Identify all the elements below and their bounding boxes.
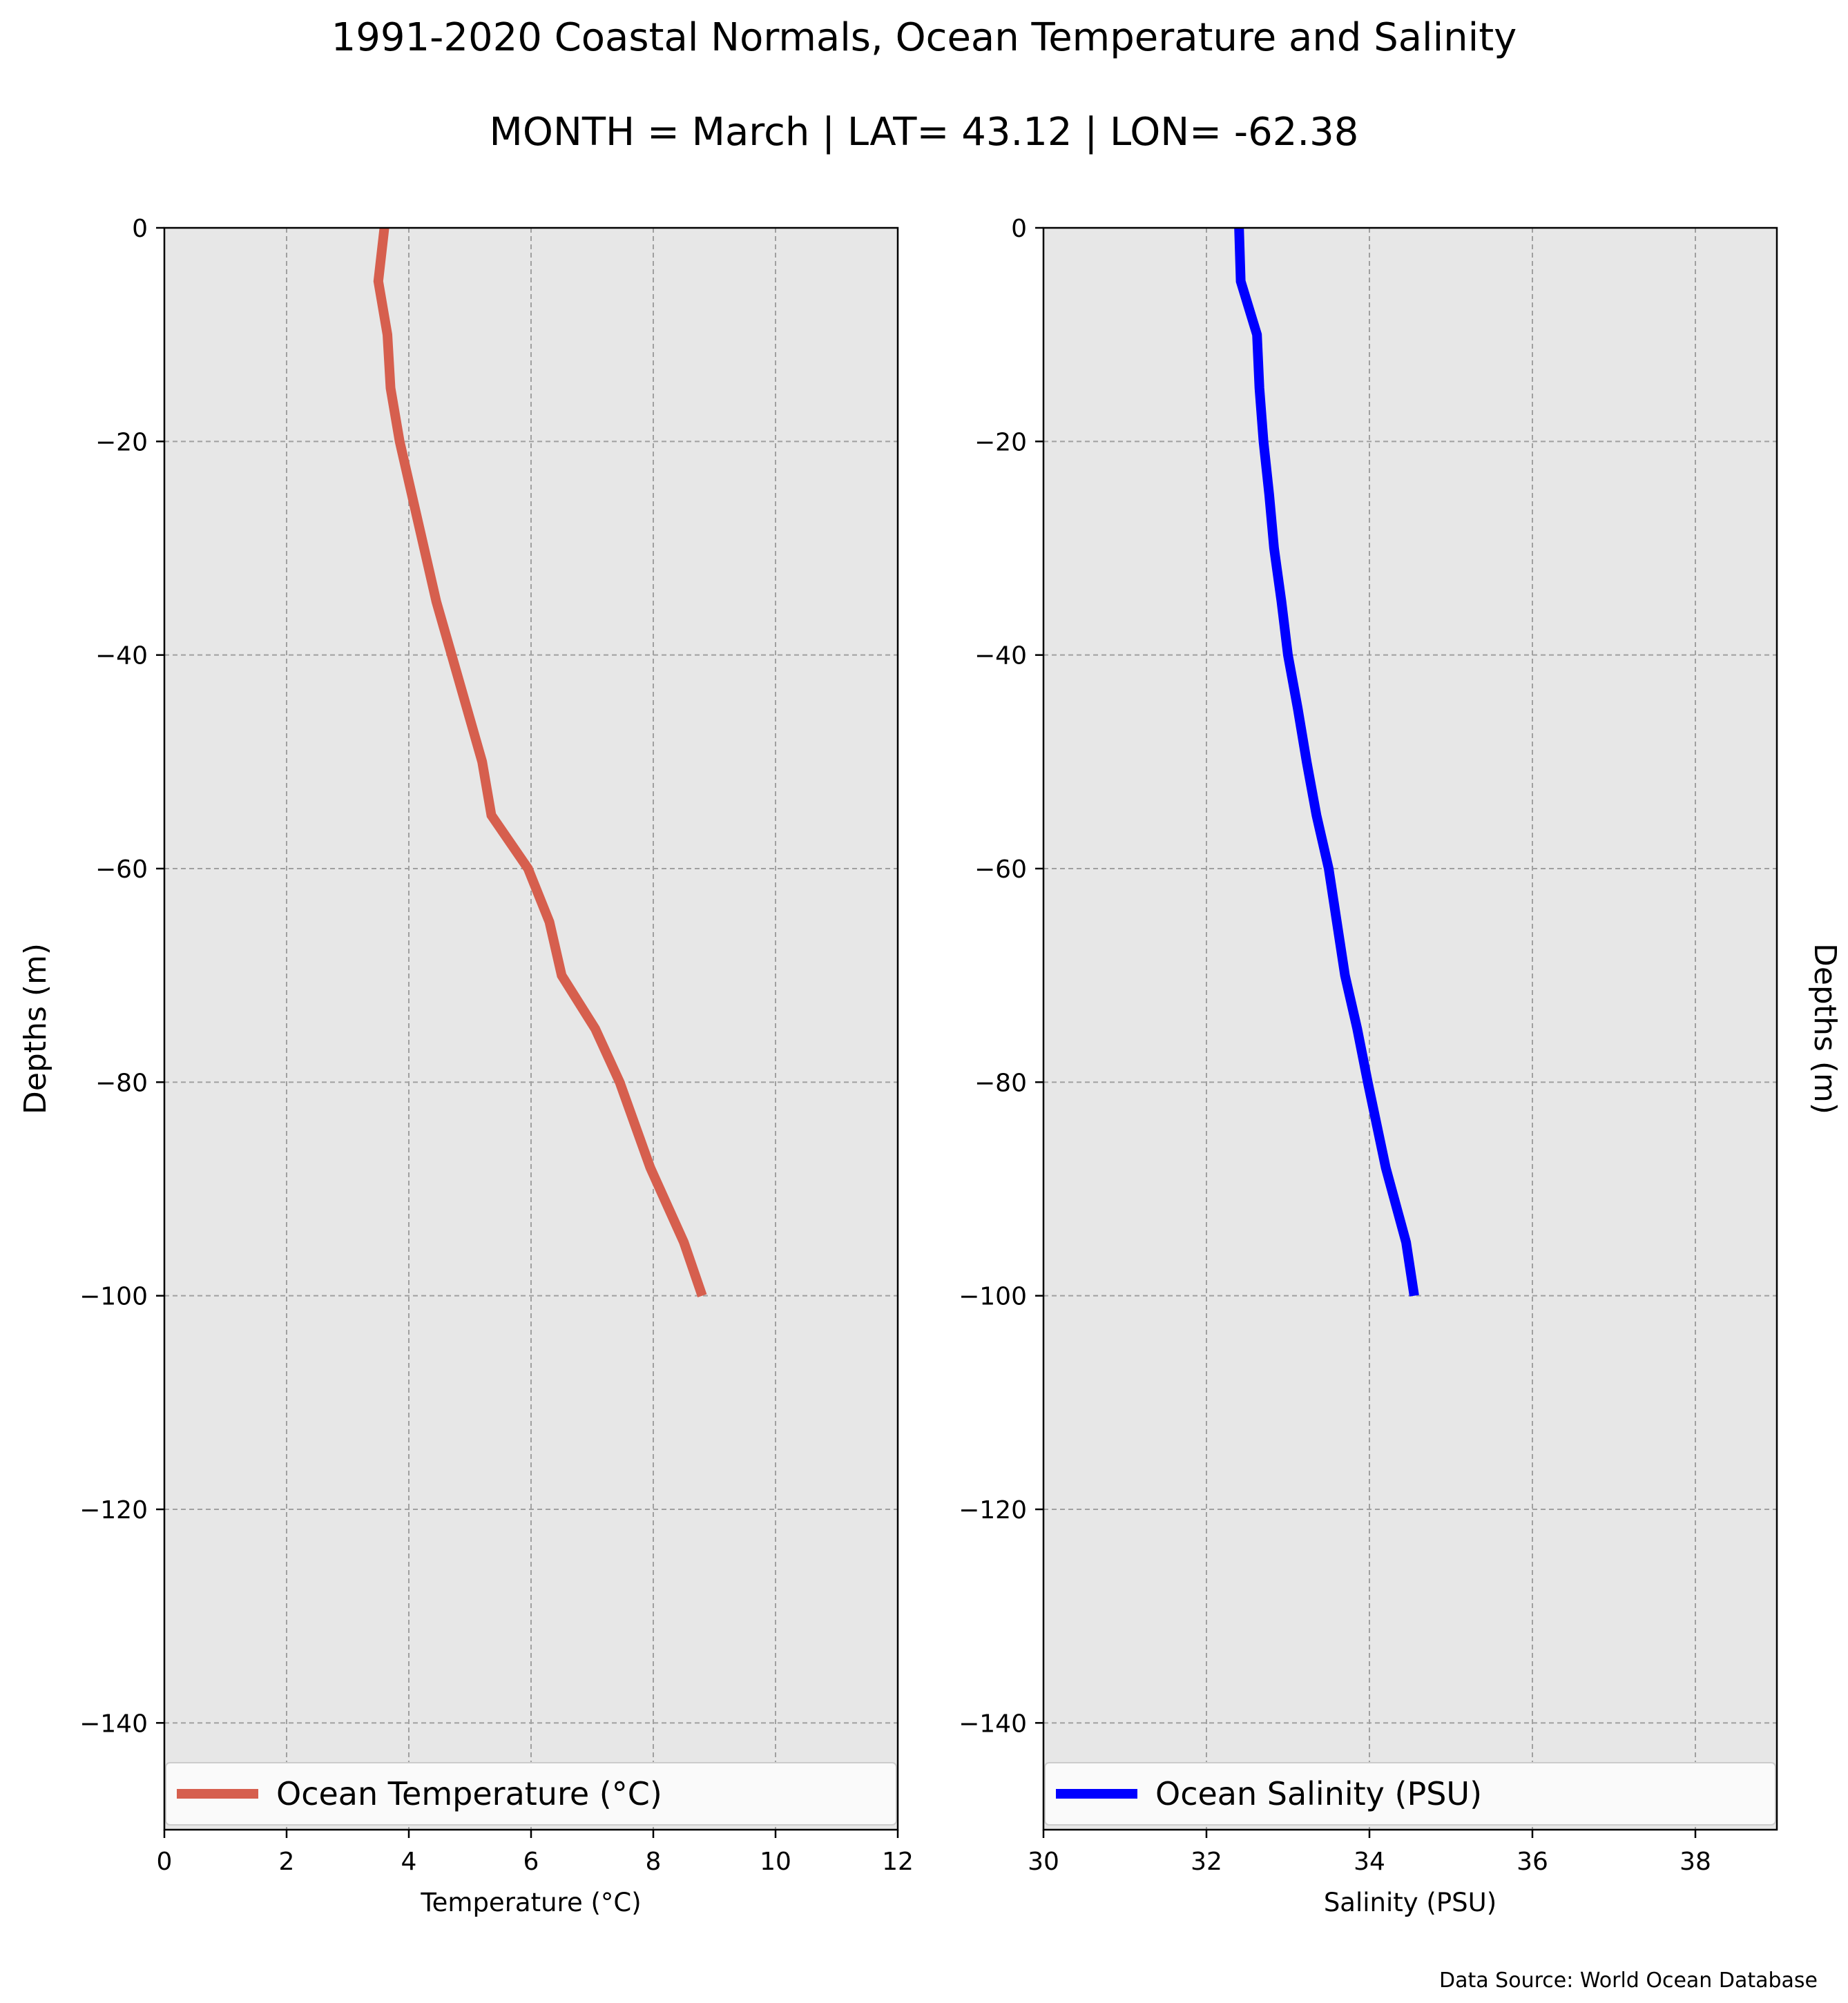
salinity-chart: Ocean Salinity (PSU) 30 32 34 36 38 0 −20 −40 −60…: [959, 215, 1842, 1917]
temperature-x-tick-label: 0: [157, 1848, 173, 1876]
temperature-y-tick-label: −40: [95, 642, 148, 670]
salinity-x-tick-label: 30: [1028, 1848, 1059, 1876]
temperature-x-tick-label: 2: [279, 1848, 295, 1876]
salinity-series-line: [1234, 227, 1419, 1297]
salinity-y-tick-label: 0: [1011, 215, 1027, 243]
salinity-y-tick-label: −140: [959, 1710, 1027, 1738]
salinity-plot-area: [1043, 228, 1777, 1830]
temperature-y-tick-label: −140: [79, 1710, 148, 1738]
data-source-note: Data Source: World Ocean Database: [1439, 1968, 1818, 1993]
temperature-legend-box: [165, 1762, 897, 1826]
temperature-x-tick-label: 6: [523, 1848, 539, 1876]
salinity-y-tick-label: −120: [959, 1496, 1027, 1525]
temperature-y-tick-label: −20: [95, 428, 148, 456]
salinity-x-tick-label: 38: [1679, 1848, 1711, 1876]
salinity-x-tick-label: 32: [1191, 1848, 1222, 1876]
temperature-x-tick-label: 4: [401, 1848, 417, 1876]
salinity-y-tick-label: −100: [959, 1283, 1027, 1311]
temperature-x-tick-label: 8: [646, 1848, 662, 1876]
temperature-x-axis-label: Temperature (°C): [420, 1888, 641, 1917]
salinity-y-tick-label: −60: [974, 855, 1027, 884]
temperature-y-tick-label: −120: [79, 1496, 148, 1525]
salinity-x-tick-label: 34: [1354, 1848, 1385, 1876]
salinity-y-tick-label: −40: [974, 642, 1027, 670]
temperature-x-tick-label: 12: [882, 1848, 914, 1876]
salinity-legend-label: Ocean Salinity (PSU): [1155, 1775, 1482, 1812]
temperature-legend-label: Ocean Temperature (°C): [276, 1775, 662, 1812]
salinity-axes-frame: [1042, 226, 1778, 1831]
salinity-y-tick-label: −80: [974, 1069, 1027, 1097]
salinity-y-tick-label: −20: [974, 428, 1027, 456]
temperature-y-tick-label: −60: [95, 855, 148, 884]
temperature-x-tick-label: 10: [760, 1848, 791, 1876]
temperature-y-tick-label: −100: [79, 1283, 148, 1311]
temperature-y-tick-label: −80: [95, 1069, 148, 1097]
temperature-y-axis-label: Depths (m): [18, 943, 53, 1114]
temperature-y-tick-label: 0: [132, 215, 148, 243]
temperature-series-line: [373, 227, 707, 1297]
figure-subtitle: MONTH = March | LAT= 43.12 | LON= -62.38: [490, 110, 1359, 155]
salinity-x-axis-label: Salinity (PSU): [1324, 1888, 1496, 1917]
temperature-chart: Ocean Temperature (°C) 0 2 4 6 8 10 12 0 −20 −40 −6…: [18, 215, 914, 1917]
salinity-x-tick-label: 36: [1517, 1848, 1548, 1876]
salinity-legend-box: [1044, 1762, 1776, 1826]
figure-title: 1991-2020 Coastal Normals, Ocean Tempera…: [331, 15, 1517, 60]
salinity-y-axis-label: Depths (m): [1807, 943, 1842, 1114]
